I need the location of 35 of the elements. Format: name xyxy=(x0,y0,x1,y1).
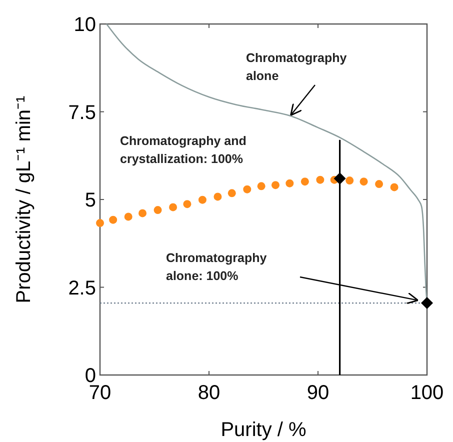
point xyxy=(183,200,192,208)
annotation: Chromatography and crystallization: 100% xyxy=(120,134,246,166)
point xyxy=(375,180,384,188)
point xyxy=(390,183,398,192)
point xyxy=(421,297,433,310)
y-axis-title: Productivity / gL⁻¹ min⁻¹ xyxy=(13,95,35,304)
point xyxy=(286,179,294,188)
point xyxy=(198,196,206,204)
point xyxy=(316,176,324,184)
point xyxy=(334,172,346,184)
point xyxy=(169,203,178,212)
point xyxy=(360,178,368,186)
point xyxy=(300,178,309,186)
annotation: Chromatography alone xyxy=(246,51,347,83)
x-tick-label: 90 xyxy=(306,382,330,404)
point xyxy=(96,219,104,228)
point xyxy=(271,181,280,190)
y-tick-label: 10 xyxy=(74,14,96,36)
point xyxy=(154,206,162,214)
point xyxy=(109,216,118,224)
point xyxy=(346,176,354,185)
annotation: Chromatography alone: 100% xyxy=(166,251,267,283)
x-tick-label: 100 xyxy=(410,382,444,404)
point xyxy=(124,212,132,221)
point xyxy=(243,185,252,194)
y-tick-label: 2.5 xyxy=(68,277,96,300)
y-tick-label: 7.5 xyxy=(68,102,96,124)
y-tick-label: 5 xyxy=(84,190,96,212)
point xyxy=(214,192,222,201)
point xyxy=(257,182,266,190)
point xyxy=(138,209,147,218)
x-tick-label: 80 xyxy=(198,382,220,404)
x-tick-label: 70 xyxy=(88,382,112,404)
point xyxy=(228,189,236,198)
x-axis-title: Purity / % xyxy=(220,419,307,441)
